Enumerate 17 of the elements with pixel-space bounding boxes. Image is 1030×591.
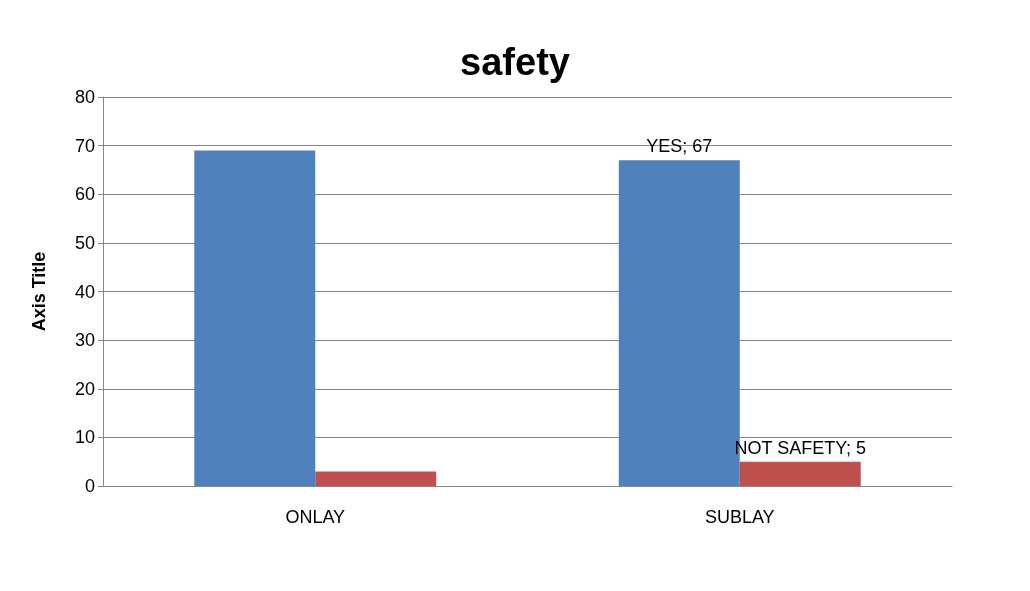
y-tick-label: 30 xyxy=(74,330,95,351)
x-tick-label: SUBLAY xyxy=(704,507,775,527)
y-tick-label: 20 xyxy=(74,378,95,399)
y-tick-label: 10 xyxy=(74,427,95,448)
y-axis-title: Axis Title xyxy=(29,251,49,332)
x-tick-label: ONLAY xyxy=(285,507,346,527)
bar xyxy=(194,150,316,486)
y-tick-label: 40 xyxy=(74,281,95,302)
chart-title: safety xyxy=(460,41,570,83)
y-tick-label: 50 xyxy=(74,232,95,253)
bar xyxy=(315,471,437,486)
y-tick-label: 80 xyxy=(74,87,95,107)
bar xyxy=(739,461,861,486)
y-tick-label: 0 xyxy=(84,476,95,496)
y-tick-label: 70 xyxy=(74,135,95,156)
data-label: YES; 67 xyxy=(646,136,713,157)
y-tick-label: 60 xyxy=(74,184,95,205)
